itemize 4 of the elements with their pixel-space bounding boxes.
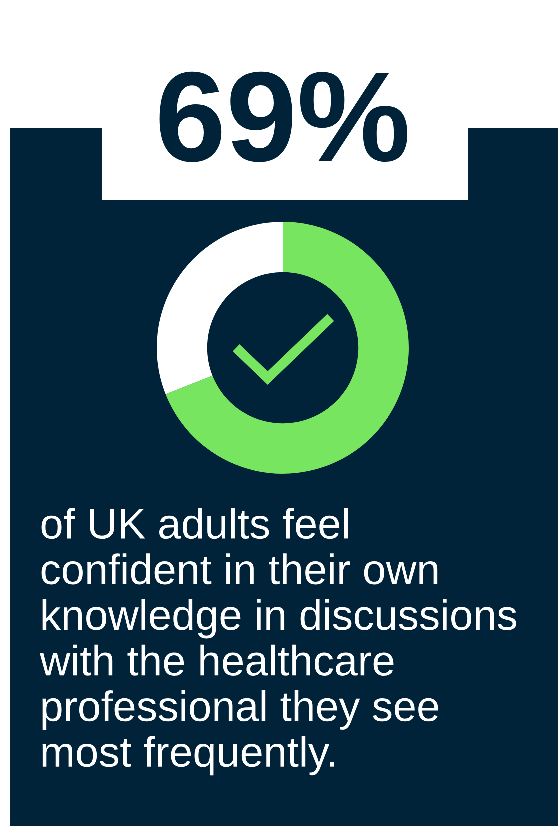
text: of UK adults feel confident in their own knowledge in discussions with the healthcare professional they see most frequently. <box>40 508 516 776</box>
donut-slice <box>157 222 283 394</box>
donut-slice <box>166 222 409 474</box>
chart-title: 69% <box>160 72 408 162</box>
